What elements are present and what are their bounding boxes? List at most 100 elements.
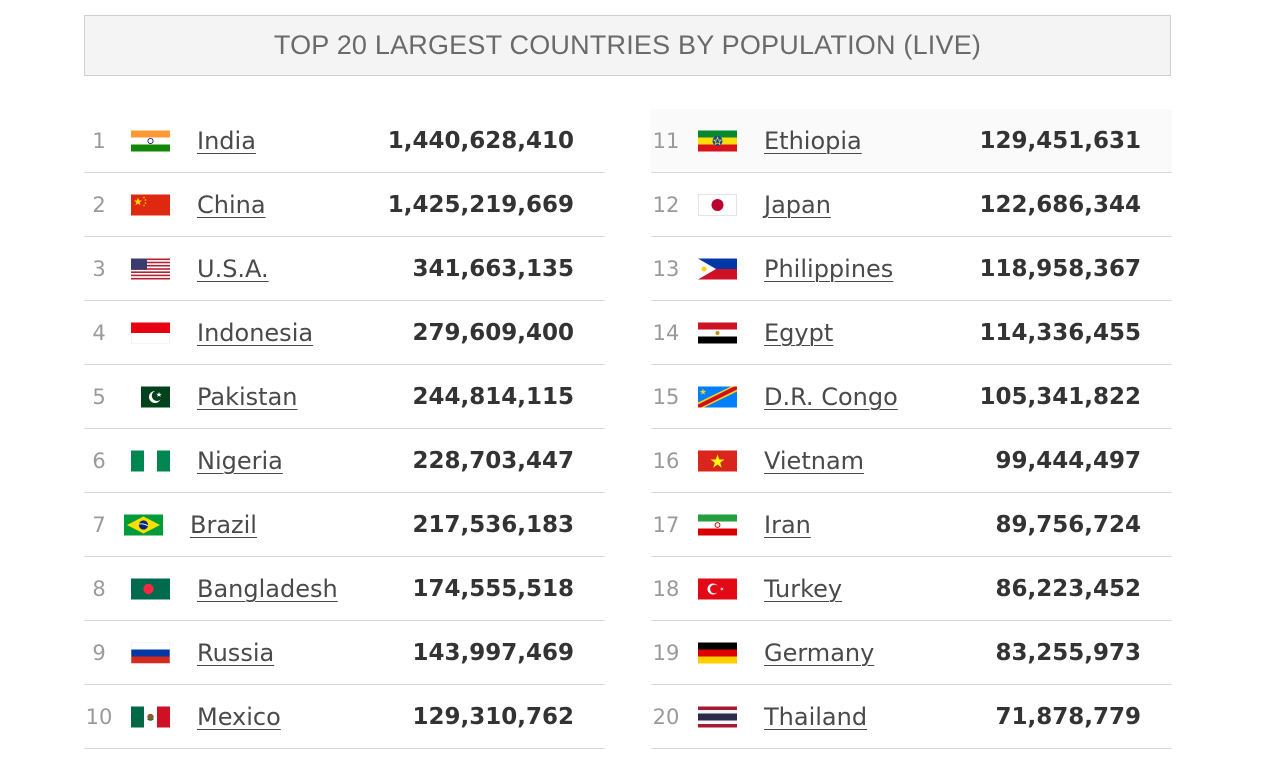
- country-link[interactable]: Vietnam: [764, 446, 865, 475]
- ethiopia-flag-icon: [698, 130, 737, 151]
- rank-number: 2: [92, 192, 106, 217]
- pakistan-flag-icon: [131, 386, 170, 407]
- country-link[interactable]: Philippines: [764, 254, 894, 283]
- table-row: 6 Nigeria 228,703,447: [84, 429, 605, 493]
- nigeria-flag-icon: [131, 450, 170, 471]
- country-link[interactable]: Pakistan: [197, 382, 298, 411]
- rank-number: 19: [652, 640, 680, 665]
- rank-number: 13: [652, 256, 680, 281]
- rank-number: 9: [92, 640, 106, 665]
- russia-flag-icon: [131, 642, 170, 663]
- country-link[interactable]: Mexico: [197, 702, 281, 731]
- country-link[interactable]: China: [197, 190, 266, 219]
- bangladesh-flag-icon: [131, 578, 170, 599]
- indonesia-flag-icon: [131, 322, 170, 343]
- country-link[interactable]: Ethiopia: [764, 126, 862, 155]
- japan-flag-icon: [698, 194, 737, 215]
- rank-number: 14: [652, 320, 680, 345]
- table-row: 2 China 1,425,219,669: [84, 173, 605, 237]
- usa-flag-icon: [131, 258, 170, 279]
- population-value: 244,814,115: [412, 383, 574, 410]
- table-row: 20 Thailand 71,878,779: [651, 685, 1172, 749]
- brazil-flag-icon: [124, 514, 163, 535]
- country-link[interactable]: Egypt: [764, 318, 834, 347]
- population-value: 105,341,822: [979, 383, 1141, 410]
- table-row: 14 Egypt 114,336,455: [651, 301, 1172, 365]
- country-link[interactable]: Brazil: [190, 510, 257, 539]
- table-row: 5 Pakistan 244,814,115: [84, 365, 605, 429]
- table-row: 18 Turkey 86,223,452: [651, 557, 1172, 621]
- population-value: 71,878,779: [995, 703, 1141, 730]
- table-row: 3 U.S.A. 341,663,135: [84, 237, 605, 301]
- population-value: 118,958,367: [979, 255, 1141, 282]
- ranking-column-right: 11 Ethiopia 129,451,631 12 Japan 122,686…: [651, 109, 1172, 749]
- table-row: 16 Vietnam 99,444,497: [651, 429, 1172, 493]
- table-row: 17 Iran 89,756,724: [651, 493, 1172, 557]
- ranking-column-left: 1 India 1,440,628,410 2 China 1,425,219,…: [84, 109, 605, 749]
- country-link[interactable]: India: [197, 126, 256, 155]
- population-value: 89,756,724: [995, 511, 1141, 538]
- rank-number: 11: [652, 128, 680, 153]
- country-link[interactable]: Germany: [764, 638, 875, 667]
- rank-number: 20: [652, 704, 680, 729]
- table-row: 13 Philippines 118,958,367: [651, 237, 1172, 301]
- country-link[interactable]: Iran: [764, 510, 811, 539]
- rank-number: 5: [92, 384, 106, 409]
- country-link[interactable]: U.S.A.: [197, 254, 269, 283]
- population-value: 1,440,628,410: [387, 127, 574, 154]
- rank-number: 3: [92, 256, 106, 281]
- rank-number: 17: [652, 512, 680, 537]
- population-value: 279,609,400: [412, 319, 574, 346]
- country-link[interactable]: Russia: [197, 638, 275, 667]
- vietnam-flag-icon: [698, 450, 737, 471]
- page-title: TOP 20 LARGEST COUNTRIES BY POPULATION (…: [84, 15, 1171, 76]
- population-value: 341,663,135: [412, 255, 574, 282]
- mexico-flag-icon: [131, 706, 170, 727]
- country-link[interactable]: Bangladesh: [197, 574, 338, 603]
- country-link[interactable]: Turkey: [764, 574, 843, 603]
- country-link[interactable]: Japan: [764, 190, 831, 219]
- population-value: 129,310,762: [412, 703, 574, 730]
- country-link[interactable]: Indonesia: [197, 318, 314, 347]
- population-value: 114,336,455: [979, 319, 1141, 346]
- table-row: 4 Indonesia 279,609,400: [84, 301, 605, 365]
- table-row: 7 Brazil 217,536,183: [84, 493, 605, 557]
- population-value: 122,686,344: [979, 191, 1141, 218]
- rank-number: 18: [652, 576, 680, 601]
- rank-number: 12: [652, 192, 680, 217]
- rank-number: 16: [652, 448, 680, 473]
- rank-number: 8: [92, 576, 106, 601]
- thailand-flag-icon: [698, 706, 737, 727]
- country-link[interactable]: Nigeria: [197, 446, 283, 475]
- table-row: 19 Germany 83,255,973: [651, 621, 1172, 685]
- table-row: 9 Russia 143,997,469: [84, 621, 605, 685]
- table-row: 8 Bangladesh 174,555,518: [84, 557, 605, 621]
- rank-number: 6: [92, 448, 106, 473]
- population-value: 217,536,183: [412, 511, 574, 538]
- rank-number: 10: [85, 704, 113, 729]
- country-link[interactable]: D.R. Congo: [764, 382, 898, 411]
- egypt-flag-icon: [698, 322, 737, 343]
- rank-number: 4: [92, 320, 106, 345]
- table-row: 11 Ethiopia 129,451,631: [651, 109, 1172, 173]
- philippines-flag-icon: [698, 258, 737, 279]
- germany-flag-icon: [698, 642, 737, 663]
- china-flag-icon: [131, 194, 170, 215]
- table-row: 12 Japan 122,686,344: [651, 173, 1172, 237]
- rank-number: 15: [652, 384, 680, 409]
- population-value: 174,555,518: [412, 575, 574, 602]
- turkey-flag-icon: [698, 578, 737, 599]
- population-value: 99,444,497: [995, 447, 1141, 474]
- iran-flag-icon: [698, 514, 737, 535]
- table-row: 1 India 1,440,628,410: [84, 109, 605, 173]
- dr-congo-flag-icon: [698, 386, 737, 407]
- population-value: 1,425,219,669: [387, 191, 574, 218]
- rank-number: 7: [92, 512, 106, 537]
- population-value: 129,451,631: [979, 127, 1141, 154]
- india-flag-icon: [131, 130, 170, 151]
- population-value: 143,997,469: [412, 639, 574, 666]
- table-row: 15 D.R. Congo 105,341,822: [651, 365, 1172, 429]
- table-row: 10 Mexico 129,310,762: [84, 685, 605, 749]
- population-value: 228,703,447: [412, 447, 574, 474]
- country-link[interactable]: Thailand: [764, 702, 868, 731]
